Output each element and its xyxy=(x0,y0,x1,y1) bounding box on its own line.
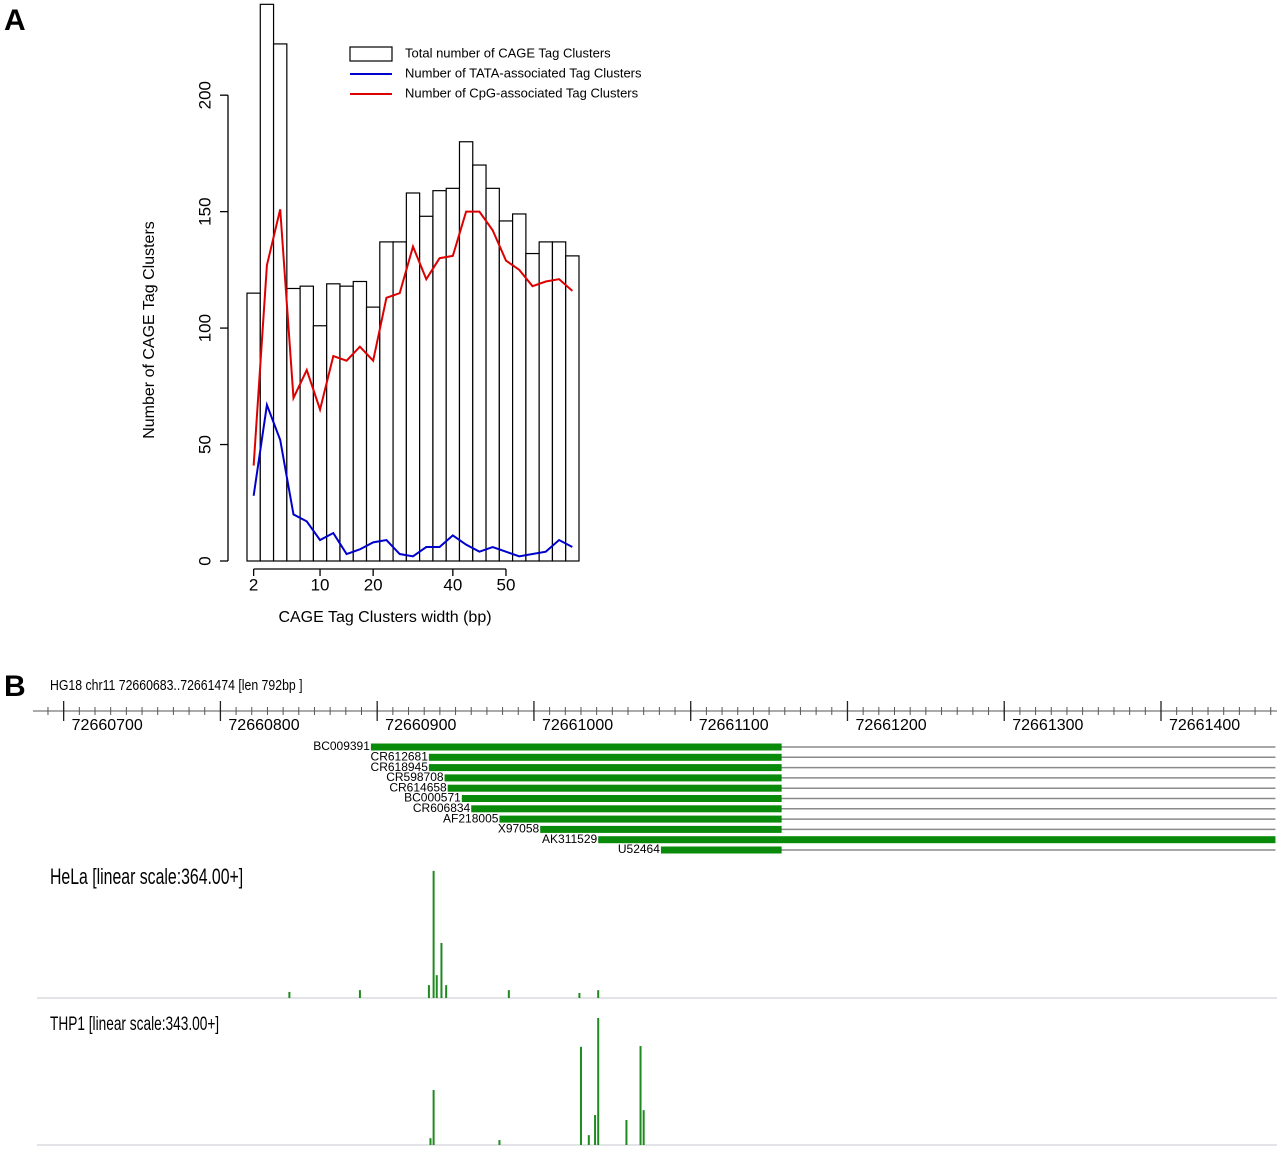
bar xyxy=(458,141,474,562)
bar xyxy=(352,280,368,562)
transcript-name: CR614658 xyxy=(389,780,447,794)
legend-label: Number of CpG-associated Tag Clusters xyxy=(405,85,639,100)
signal-bar xyxy=(427,985,430,998)
transcript-block xyxy=(598,836,1276,844)
signal-bar xyxy=(597,1018,600,1145)
ruler-label: 72661300 xyxy=(1012,717,1083,734)
panel-label: B xyxy=(4,670,26,703)
transcript-name: CR618945 xyxy=(371,760,429,774)
signal-bar xyxy=(507,990,510,998)
legend-label: Total number of CAGE Tag Clusters xyxy=(405,45,611,60)
bar xyxy=(272,43,288,562)
y-tick-label: 0 xyxy=(195,556,214,565)
transcript-block xyxy=(499,815,782,823)
track-label: HeLa [linear scale:364.00+] xyxy=(50,865,243,889)
transcript-block xyxy=(444,774,782,782)
signal-bar xyxy=(578,993,581,998)
transcript-name: CR598708 xyxy=(386,770,444,784)
signal-bar xyxy=(440,943,443,998)
signal-bar xyxy=(597,990,600,998)
y-tick-label: 150 xyxy=(195,197,214,225)
transcript-name: BC000571 xyxy=(404,791,461,805)
x-tick-label: 50 xyxy=(496,575,515,594)
transcript-block xyxy=(471,805,782,813)
bar xyxy=(326,283,341,562)
bar xyxy=(432,190,447,562)
signal-bar xyxy=(579,1046,582,1145)
signal-bar xyxy=(642,1110,645,1145)
transcript-block xyxy=(540,825,782,833)
transcript-block xyxy=(447,784,782,792)
bar xyxy=(259,3,275,562)
signal-bar xyxy=(432,1090,435,1145)
transcript-block xyxy=(428,753,782,761)
y-tick-label: 100 xyxy=(195,314,214,342)
legend-swatch xyxy=(349,46,393,62)
bar xyxy=(538,241,554,562)
signal-bar xyxy=(358,990,361,998)
bar xyxy=(339,285,354,562)
signal-bar xyxy=(639,1046,642,1145)
bar xyxy=(525,252,540,562)
x-tick-label: 2 xyxy=(249,575,258,594)
signal-bar xyxy=(625,1119,628,1145)
bar xyxy=(365,306,381,562)
transcript-block xyxy=(428,764,782,772)
bar xyxy=(485,187,500,562)
signal-bar xyxy=(432,870,435,998)
transcript-name: AF218005 xyxy=(443,811,499,825)
transcript-name: CR606834 xyxy=(413,801,471,815)
panel-label: A xyxy=(4,4,26,37)
bar xyxy=(445,187,461,562)
bar xyxy=(472,164,487,562)
signal-bar xyxy=(445,985,448,998)
legend-label: Number of TATA-associated Tag Clusters xyxy=(405,65,642,80)
transcript-block xyxy=(660,846,782,854)
bar xyxy=(551,241,567,562)
ruler-label: 72660900 xyxy=(385,717,456,734)
ruler-label: 72660700 xyxy=(72,717,143,734)
signal-bar xyxy=(594,1115,597,1145)
ruler-label: 72661200 xyxy=(855,717,926,734)
transcript-block xyxy=(370,743,782,751)
x-tick-label: 10 xyxy=(311,575,330,594)
line xyxy=(252,400,573,558)
ruler-label: 72660800 xyxy=(228,717,299,734)
ruler-label: 72661400 xyxy=(1169,717,1240,734)
signal-bar xyxy=(435,975,438,998)
transcript-block xyxy=(461,795,782,802)
track-label: THP1 [linear scale:343.00+] xyxy=(50,1013,219,1035)
browser-title: HG18 chr11 72660683..72661474 [len 792bp… xyxy=(50,677,303,693)
signal-bar xyxy=(429,1138,432,1145)
y-axis-label: Number of CAGE Tag Clusters xyxy=(141,221,158,439)
transcript-name: AK311529 xyxy=(542,832,597,846)
transcript-name: U52464 xyxy=(618,842,660,856)
bar xyxy=(565,255,580,562)
x-tick-label: 20 xyxy=(364,575,383,594)
signal-bar xyxy=(498,1140,501,1145)
transcript-name: BC009391 xyxy=(313,739,370,753)
x-axis-label: CAGE Tag Clusters width (bp) xyxy=(278,609,491,626)
transcript-name: X97058 xyxy=(498,822,540,836)
bar xyxy=(498,220,514,562)
x-tick-label: 40 xyxy=(443,575,462,594)
bar xyxy=(312,325,328,562)
signal-bar xyxy=(288,991,291,998)
bar xyxy=(379,241,394,562)
ruler-label: 72661100 xyxy=(699,717,769,734)
bar xyxy=(246,292,261,562)
ruler-label: 72661000 xyxy=(542,717,613,734)
y-tick-label: 200 xyxy=(195,81,214,109)
signal-bar xyxy=(587,1135,590,1145)
line xyxy=(252,209,574,466)
transcript-name: CR612681 xyxy=(371,749,429,763)
y-tick-label: 50 xyxy=(195,435,214,454)
